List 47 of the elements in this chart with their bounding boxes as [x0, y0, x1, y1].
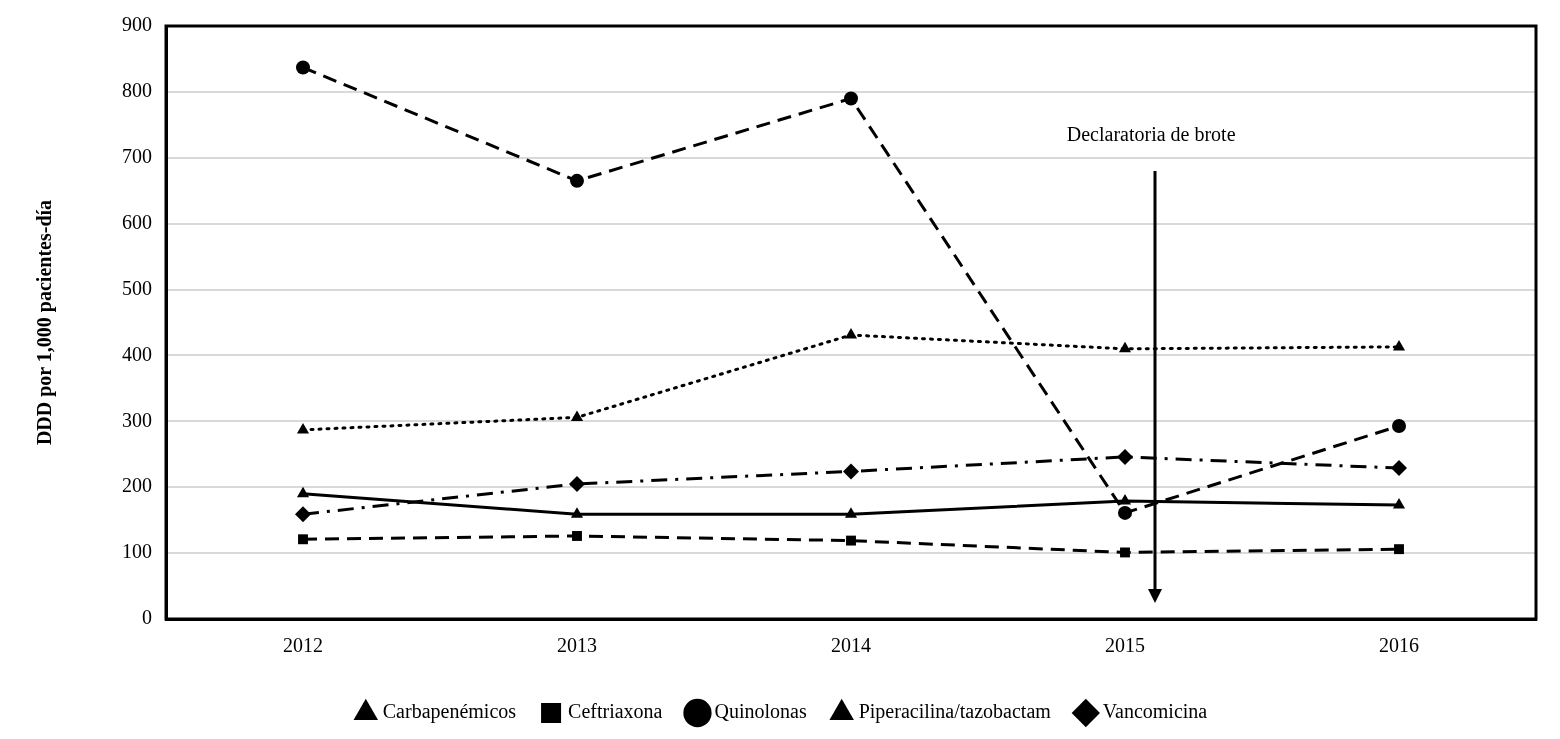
- point: [844, 328, 858, 339]
- x-tick-label: 2013: [557, 634, 597, 657]
- point: [1391, 460, 1407, 477]
- annotation: Declaratoria de brote: [1066, 123, 1236, 146]
- y-tick-label: 900: [122, 13, 152, 36]
- y-tick-label: 0: [142, 606, 152, 629]
- point: [570, 410, 584, 421]
- point: [1392, 498, 1406, 509]
- point: [844, 507, 858, 518]
- point: [1118, 494, 1132, 505]
- y-tick-label: 100: [122, 540, 152, 563]
- point: [1118, 341, 1132, 353]
- legend-label: Quinolonas: [714, 700, 807, 723]
- point: [1120, 547, 1130, 558]
- y-tick-label: 700: [122, 145, 152, 168]
- x-tick-label: 2016: [1379, 634, 1419, 657]
- y-tick-label: 500: [122, 276, 152, 299]
- point: [846, 535, 856, 546]
- point: [1392, 339, 1406, 351]
- point: [569, 475, 585, 492]
- point: [570, 507, 584, 518]
- y-tick-label: 200: [122, 474, 152, 497]
- x-tick-label: 2015: [1105, 634, 1145, 657]
- point: [572, 531, 582, 541]
- point: [295, 506, 311, 523]
- y-axis-title: DDD por 1,000 pacientes-día: [33, 199, 57, 446]
- legend-label: Carbapenémicos: [382, 700, 517, 724]
- point: [570, 173, 584, 188]
- point: [843, 463, 859, 480]
- point: [1118, 505, 1132, 520]
- point: [1392, 418, 1406, 433]
- legend-label: Piperacilina/tazobactam: [858, 700, 1052, 724]
- legend-label: Ceftriaxona: [568, 700, 663, 723]
- point: [1117, 448, 1133, 465]
- point: [298, 534, 308, 545]
- y-tick-label: 800: [122, 79, 152, 102]
- y-tick-label: 400: [122, 342, 152, 365]
- point: [296, 60, 310, 75]
- x-tick-label: 2012: [283, 634, 323, 657]
- point: [1394, 544, 1404, 555]
- y-tick-label: 300: [122, 408, 152, 431]
- x-tick-label: 2014: [831, 634, 871, 657]
- point: [296, 422, 310, 434]
- legend-label: Vancomicina: [1102, 700, 1208, 723]
- point: [844, 91, 858, 106]
- point: [296, 486, 310, 498]
- y-tick-label: 600: [122, 210, 152, 233]
